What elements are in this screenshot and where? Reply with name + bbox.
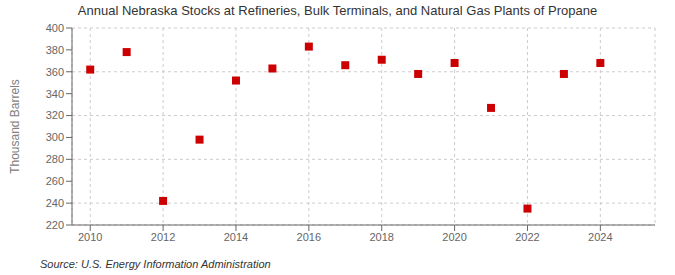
svg-text:2016: 2016 [297, 231, 321, 243]
svg-text:2010: 2010 [78, 231, 102, 243]
svg-text:400: 400 [46, 22, 64, 34]
svg-text:2020: 2020 [442, 231, 466, 243]
svg-text:220: 220 [46, 219, 64, 231]
svg-text:280: 280 [46, 153, 64, 165]
svg-text:340: 340 [46, 88, 64, 100]
svg-text:Thousand Barrels: Thousand Barrels [8, 79, 22, 174]
svg-text:2012: 2012 [151, 231, 175, 243]
svg-text:360: 360 [46, 66, 64, 78]
html-text:Annual Nebraska Stocks at Refi: Annual Nebraska Stocks at Refineries, Bu… [77, 3, 598, 18]
svg-text:380: 380 [46, 44, 64, 56]
svg-text:2022: 2022 [515, 231, 539, 243]
svg-text:2018: 2018 [369, 231, 393, 243]
svg-text:260: 260 [46, 175, 64, 187]
svg-text:2014: 2014 [224, 231, 248, 243]
svg-text:240: 240 [46, 197, 64, 209]
svg-text:320: 320 [46, 109, 64, 121]
svg-text:300: 300 [46, 131, 64, 143]
html-text:Source: U.S. Energy Informatio: Source: U.S. Energy Information Administ… [40, 258, 271, 270]
svg-text:2024: 2024 [588, 231, 612, 243]
